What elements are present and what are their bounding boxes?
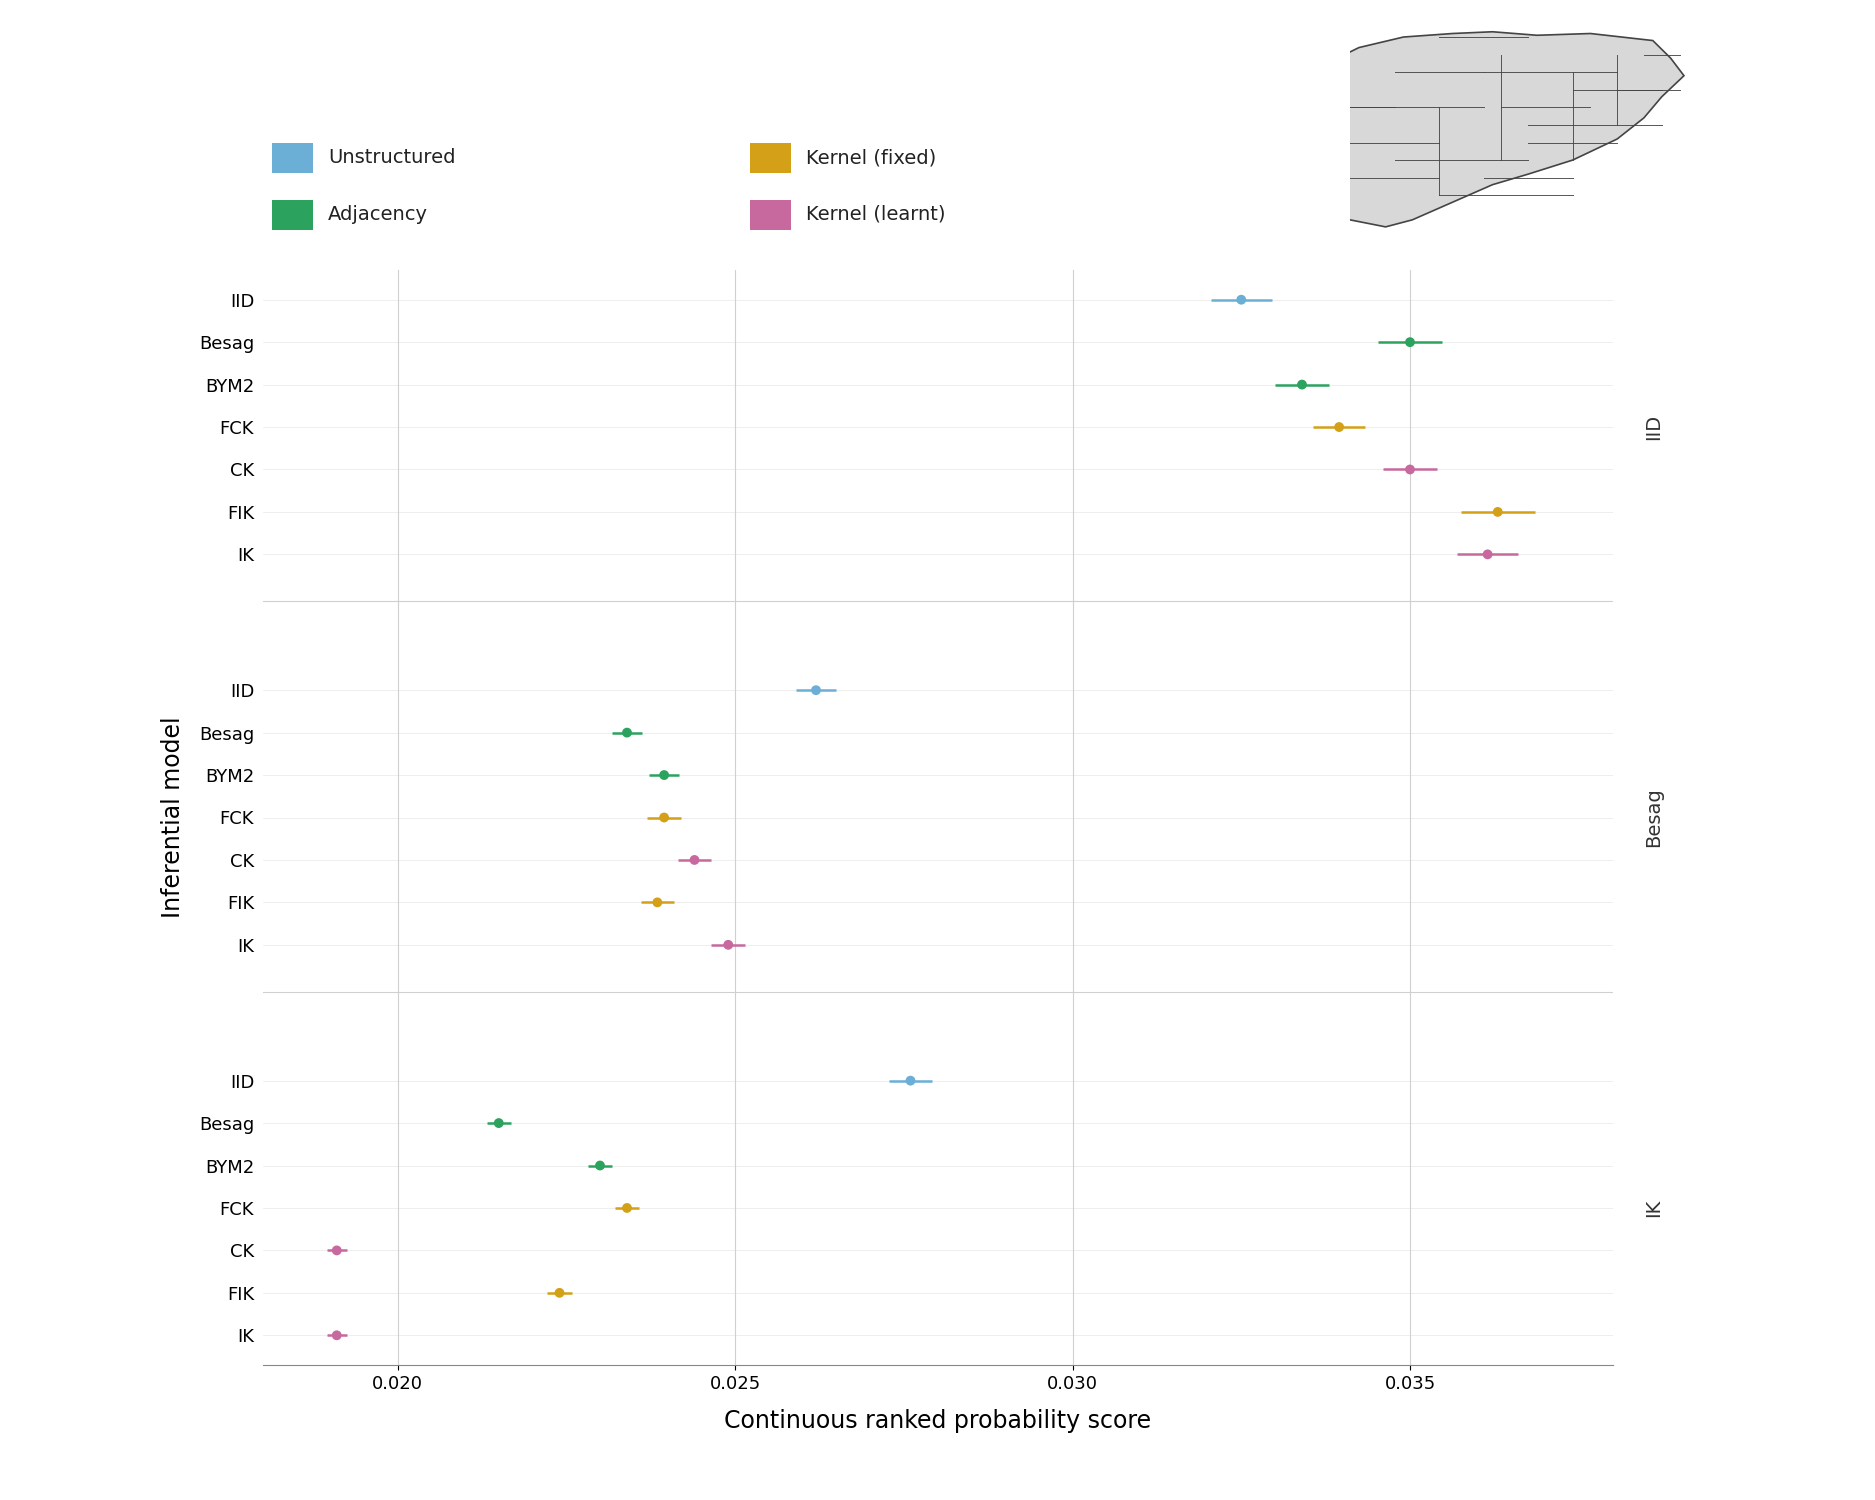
Y-axis label: Inferential model: Inferential model <box>161 717 186 918</box>
Text: Kernel (fixed): Kernel (fixed) <box>806 148 936 166</box>
Point <box>649 806 679 830</box>
Text: Adjacency: Adjacency <box>328 206 428 224</box>
Point <box>1324 416 1354 440</box>
Polygon shape <box>1217 32 1684 226</box>
Text: Kernel (learnt): Kernel (learnt) <box>806 206 945 224</box>
Point <box>322 1323 352 1347</box>
Point <box>1395 330 1425 354</box>
Point <box>1395 458 1425 482</box>
Point <box>643 891 673 915</box>
Text: IID: IID <box>1644 414 1663 440</box>
Point <box>679 847 709 871</box>
Point <box>544 1281 574 1305</box>
Point <box>649 764 679 788</box>
Point <box>712 933 742 957</box>
Point <box>322 1239 352 1263</box>
Point <box>1226 288 1256 312</box>
Point <box>611 1196 641 1219</box>
Point <box>896 1068 926 1092</box>
Text: Besag: Besag <box>1644 788 1663 847</box>
Point <box>801 678 831 702</box>
Point <box>611 720 641 744</box>
Text: IK: IK <box>1644 1198 1663 1216</box>
Point <box>1483 500 1513 523</box>
X-axis label: Continuous ranked probability score: Continuous ranked probability score <box>724 1410 1151 1434</box>
Point <box>1286 372 1316 396</box>
Text: Unstructured: Unstructured <box>328 148 456 166</box>
Point <box>585 1154 615 1178</box>
Point <box>1472 543 1502 567</box>
Point <box>484 1112 514 1136</box>
